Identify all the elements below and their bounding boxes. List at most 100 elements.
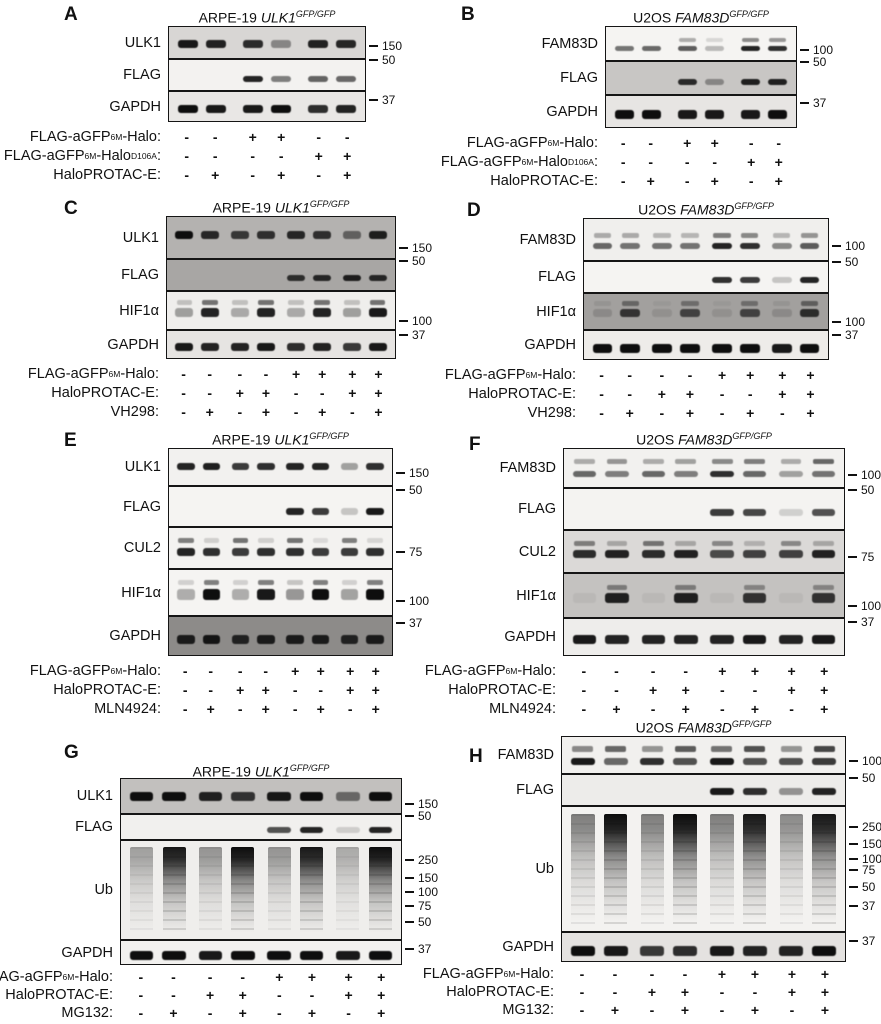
condition-row: FLAG-aGFP 6M -Halo: - - + + - -: [30, 127, 416, 146]
symbol-lane: +: [676, 135, 699, 151]
marker-tick-icon: [396, 489, 405, 492]
blot-lane: [603, 531, 630, 572]
lane-group: [591, 331, 642, 359]
blot-box: [605, 61, 797, 95]
condition-symbol: +: [787, 681, 796, 698]
conditions-block: FLAG-aGFP6M-Halo:----++++HaloPROTAC-E:--…: [0, 968, 452, 1022]
symbol-group: --: [612, 154, 662, 170]
protein-band-upper: [780, 541, 802, 547]
symbol-group: + +: [196, 987, 256, 1003]
lane-group: [709, 619, 769, 655]
symbol-group: --: [241, 148, 293, 164]
symbol-lane: -: [601, 984, 629, 1000]
blot-lane: [613, 96, 635, 127]
blot-lane: [613, 62, 635, 94]
symbol-lane: +: [778, 663, 806, 679]
mw-marker-label: 37: [418, 941, 432, 956]
symbol-lane: +: [298, 969, 326, 985]
condition-symbols: - + - + - + - +: [563, 701, 845, 717]
symbol-lane: +: [672, 701, 700, 717]
genotype-superscript: GFP/GFP: [309, 199, 350, 209]
mw-marker-label: 37: [412, 328, 426, 343]
symbol-lane: +: [741, 701, 769, 717]
symbol-lane: -: [196, 1005, 224, 1021]
condition-symbol: +: [612, 700, 621, 717]
mw-marker-label: 37: [409, 615, 423, 630]
panel-D: D U2OS FAM83DGFP/GFP FAM83D 100 FLAG 50 HIF1α 1…: [445, 194, 879, 422]
symbol-lane: -: [570, 682, 598, 698]
protein-band: [620, 242, 641, 249]
ub-smear: [673, 814, 697, 928]
blot-lane: [619, 219, 642, 260]
mw-marker: 100: [848, 468, 881, 482]
condition-symbol: +: [610, 1002, 620, 1018]
protein-band-upper: [713, 300, 731, 306]
protein-band: [640, 757, 665, 765]
condition-label-part: FLAG-aGFP: [0, 969, 63, 985]
blot-lane: [740, 27, 762, 60]
symbol-lane: +: [367, 969, 395, 985]
symbol-lane: +: [618, 405, 641, 421]
title-row: ARPE-19 ULK1GFP/GFP: [62, 196, 446, 220]
blot-lane: [365, 449, 385, 485]
marker-tick-icon: [800, 102, 809, 105]
condition-symbol: -: [240, 969, 246, 985]
protein-band: [771, 242, 792, 249]
blot-lane: [738, 331, 761, 359]
blot-lane: [128, 941, 155, 964]
lane-group: [285, 487, 331, 526]
mw-marker: 37: [849, 899, 875, 913]
protein-band: [308, 105, 329, 114]
symbol-group: --: [570, 682, 630, 698]
blot-lane: [672, 489, 699, 529]
mw-marker: 37: [399, 328, 425, 342]
condition-symbol: +: [374, 403, 383, 420]
protein-band: [231, 588, 250, 600]
condition-symbol: -: [579, 984, 585, 1000]
blot-lane: [270, 92, 293, 121]
lane-group: [285, 528, 331, 568]
symbol-lane: +: [160, 1005, 188, 1021]
protein-band-upper: [574, 459, 596, 464]
condition-symbol: -: [347, 700, 353, 717]
protein-band: [640, 945, 665, 956]
marker-gutter: 37: [402, 940, 452, 965]
symbol-lane: +: [741, 1002, 769, 1018]
symbol-group: + +: [307, 148, 359, 164]
marker-tick-icon: [849, 940, 858, 942]
protein-band: [779, 757, 804, 765]
protein-band: [177, 548, 195, 557]
blot-lane: [285, 617, 305, 655]
symbol-group: - +: [590, 405, 641, 421]
lane-group: [174, 260, 221, 290]
condition-row: HaloPROTAC-E: - - + + - - + +: [5, 986, 452, 1004]
blot-lane: [176, 617, 196, 655]
symbol-group: + +: [778, 984, 839, 1000]
blot-lane: [231, 570, 251, 615]
marker-tick-icon: [399, 320, 408, 323]
mw-marker: 50: [396, 483, 422, 497]
marker-gutter: 37: [797, 95, 847, 128]
lane-group: [230, 260, 277, 290]
protein-band-upper: [812, 584, 834, 590]
ub-smear: [336, 846, 360, 937]
protein-band: [779, 945, 804, 956]
symbol-lane: -: [270, 148, 294, 164]
blot-lane: [679, 262, 702, 292]
symbol-lane: -: [711, 405, 734, 421]
condition-symbols: - - + + - - + +: [563, 682, 845, 698]
mw-marker: 100: [832, 239, 865, 253]
mw-marker-label: 250: [418, 853, 439, 867]
blot-lane: [569, 807, 597, 931]
blot-lane: [176, 487, 196, 526]
blot-lane: [619, 262, 642, 292]
blot-lane: [778, 775, 806, 805]
blot-lane: [640, 62, 662, 94]
symbol-lane: +: [739, 367, 762, 383]
blot-box: [563, 618, 845, 656]
condition-symbol: -: [599, 404, 604, 421]
blot-lane: [602, 807, 630, 931]
marker-tick-icon: [405, 877, 414, 879]
lane-group: [778, 737, 839, 773]
